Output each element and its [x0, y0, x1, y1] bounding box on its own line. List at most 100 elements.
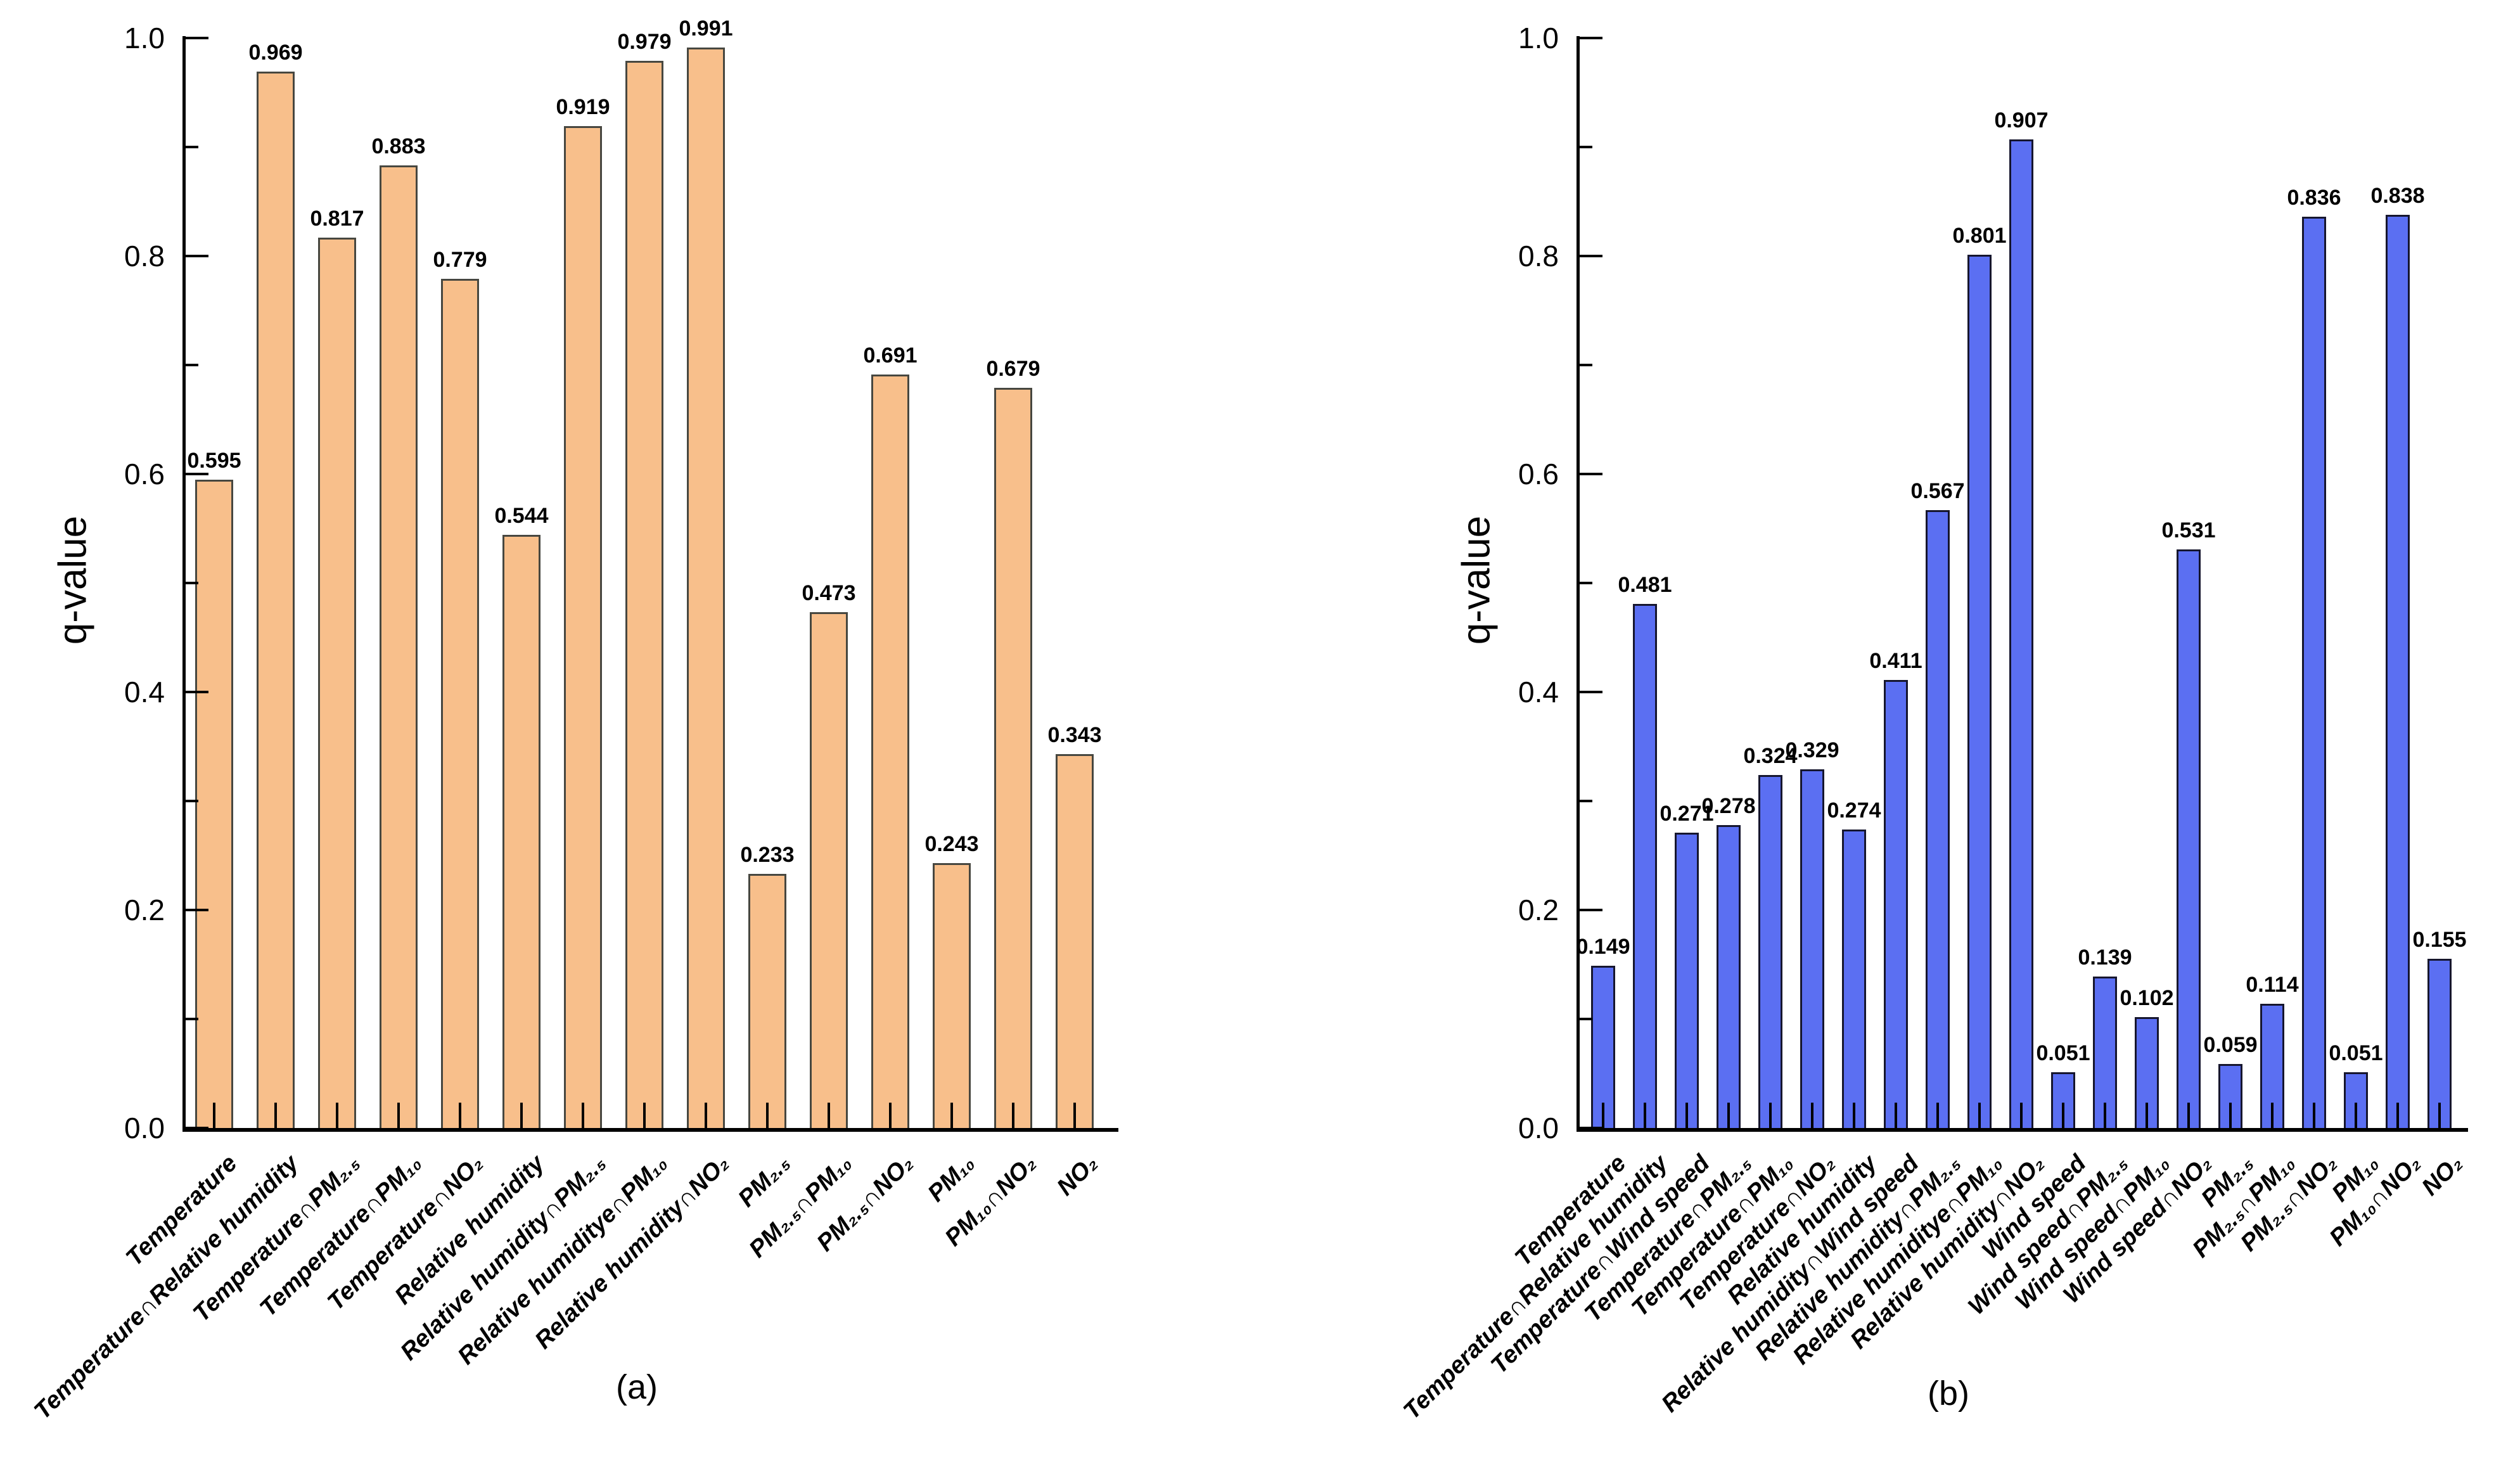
bar-value-label: 0.883 [371, 134, 426, 159]
y-minor-tick [186, 800, 198, 802]
y-major-tick [1580, 473, 1602, 475]
x-tick [643, 1103, 646, 1128]
bar-value-label: 0.102 [2120, 985, 2174, 1010]
bar-value-label: 0.544 [494, 504, 549, 529]
bar-value-label: 0.679 [986, 357, 1040, 381]
y-major-tick [186, 255, 208, 257]
y-tick-label: 0.6 [1518, 458, 1559, 490]
x-tick [1853, 1103, 1855, 1128]
y-axis-title: q-value [1454, 515, 1499, 645]
bar-value-label: 0.051 [2036, 1041, 2090, 1066]
x-tick [1936, 1103, 1939, 1128]
y-minor-tick [186, 582, 198, 584]
y-minor-tick [186, 364, 198, 366]
x-axis-line [1577, 1128, 2468, 1132]
y-minor-tick [1580, 1018, 1592, 1020]
bar-value-label: 0.139 [2078, 945, 2132, 970]
y-minor-tick [186, 1018, 198, 1020]
x-tick [766, 1103, 769, 1128]
x-tick [1978, 1103, 1981, 1128]
y-major-tick [186, 37, 208, 39]
y-tick-label: 0.4 [124, 676, 165, 708]
y-major-tick [186, 691, 208, 693]
bar [871, 375, 909, 1128]
bar [441, 279, 479, 1128]
bar [2135, 1016, 2159, 1128]
bar-value-label: 0.779 [433, 248, 487, 272]
y-major-tick [1580, 909, 1602, 911]
x-tick [397, 1103, 400, 1128]
bar [2177, 549, 2201, 1128]
bar [1967, 255, 1992, 1128]
bar-value-label: 0.149 [1576, 934, 1630, 959]
bar [1056, 754, 1094, 1128]
x-tick [889, 1103, 892, 1128]
bar-value-label: 0.114 [2246, 972, 2299, 997]
y-major-tick [1580, 37, 1602, 39]
bar-value-label: 0.278 [1701, 793, 1756, 818]
bar-value-label: 0.836 [2287, 186, 2341, 210]
y-minor-tick [1580, 582, 1592, 584]
bar [1926, 509, 1950, 1128]
bar [933, 863, 971, 1128]
bar-value-label: 0.531 [2161, 518, 2216, 542]
bar [1717, 824, 1741, 1128]
x-tick [1073, 1103, 1076, 1128]
bar-value-label: 0.919 [556, 95, 610, 120]
bar [1800, 769, 1824, 1128]
y-major-tick [186, 1127, 208, 1129]
y-minor-tick [1580, 364, 1592, 366]
x-tick [1685, 1103, 1688, 1128]
x-tick [274, 1103, 277, 1128]
bar [994, 388, 1032, 1128]
bar-value-label: 0.907 [1994, 108, 2049, 132]
bar-value-label: 0.567 [1910, 478, 1965, 503]
bar [748, 874, 786, 1128]
bar [1842, 829, 1866, 1128]
y-minor-tick [1580, 800, 1592, 802]
x-tick [2313, 1103, 2315, 1128]
x-tick-label-anchor: NO₂ [2417, 1150, 2494, 1201]
x-tick [705, 1103, 707, 1128]
y-axis-title: q-value [51, 515, 95, 645]
x-tick [950, 1103, 953, 1128]
bar [625, 61, 663, 1128]
x-tick [1895, 1103, 1897, 1128]
bar-value-label: 0.691 [863, 343, 918, 368]
y-major-tick [186, 909, 208, 911]
bar [1884, 680, 1908, 1128]
bar [502, 535, 540, 1128]
bar [1758, 774, 1782, 1128]
bar [195, 479, 233, 1128]
bar [564, 126, 602, 1128]
bar [2009, 139, 2033, 1128]
bar [2302, 217, 2326, 1128]
bar-value-label: 0.411 [1869, 649, 1922, 674]
bar [380, 165, 418, 1128]
y-tick-label: 0.2 [124, 894, 165, 926]
x-tick [2062, 1103, 2064, 1128]
bar [257, 72, 295, 1128]
bar [2386, 214, 2410, 1128]
y-tick-label: 0.0 [124, 1112, 165, 1144]
y-tick-label: 0.0 [1518, 1112, 1559, 1144]
bar-value-label: 0.243 [924, 832, 979, 857]
x-tick [2355, 1103, 2357, 1128]
x-tick [1727, 1103, 1730, 1128]
x-tick [213, 1103, 215, 1128]
x-tick [2271, 1103, 2274, 1128]
bar [1675, 832, 1699, 1128]
x-tick [1644, 1103, 1646, 1128]
x-tick-label: Temperature∩Relative humidity [29, 1150, 304, 1425]
x-tick [1811, 1103, 1813, 1128]
y-tick-label: 0.8 [1518, 240, 1559, 272]
bar-value-label: 0.979 [617, 30, 672, 54]
x-tick [2396, 1103, 2399, 1128]
bar-value-label: 0.271 [1660, 801, 1714, 826]
bar [318, 237, 356, 1128]
bar-value-label: 0.481 [1618, 572, 1672, 597]
y-major-tick [1580, 691, 1602, 693]
bar-value-label: 0.817 [310, 206, 364, 231]
y-tick-label: 0.4 [1518, 676, 1559, 708]
